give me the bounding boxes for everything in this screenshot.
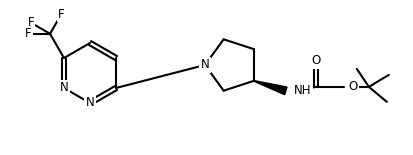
- Polygon shape: [253, 81, 286, 95]
- Text: F: F: [57, 8, 64, 21]
- Text: N: N: [59, 82, 68, 95]
- Text: N: N: [200, 58, 209, 71]
- Text: F: F: [28, 16, 34, 29]
- Text: N: N: [85, 97, 94, 109]
- Text: F: F: [25, 27, 31, 40]
- Text: NH: NH: [293, 84, 311, 97]
- Text: O: O: [348, 80, 357, 93]
- Text: O: O: [311, 54, 320, 67]
